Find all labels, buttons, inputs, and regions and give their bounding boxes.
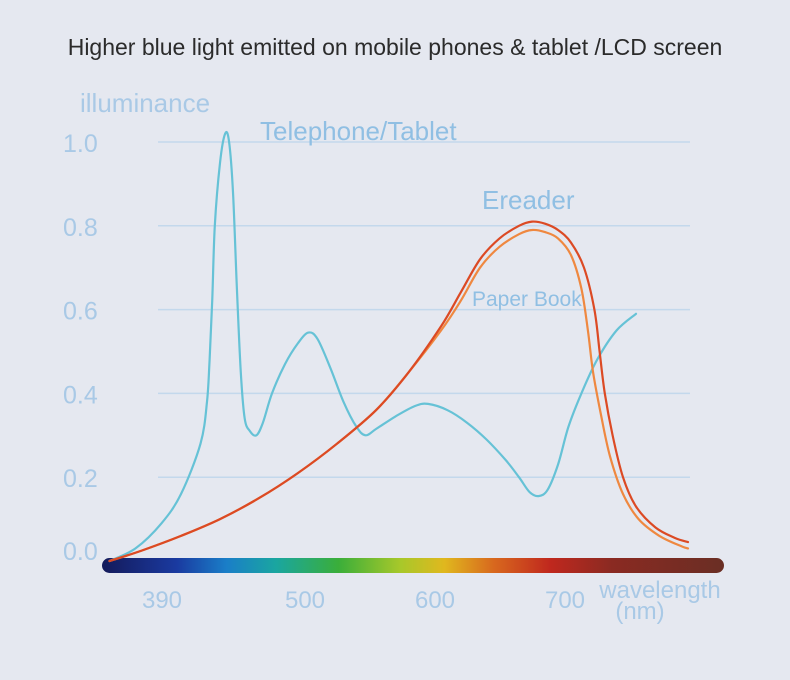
series-line-ereader xyxy=(108,220,690,563)
series-labels: Telephone/Tablet Ereader Paper Book xyxy=(260,116,582,311)
chart-title: Higher blue light emitted on mobile phon… xyxy=(68,34,723,60)
y-ticks: 1.0 0.8 0.6 0.4 0.2 0.0 xyxy=(63,130,98,566)
x-axis-label-line2: (nm) xyxy=(615,598,664,625)
x-tick-label: 700 xyxy=(545,587,585,614)
series-line-paper-book xyxy=(108,228,690,563)
y-tick-label: 0.6 xyxy=(63,298,98,326)
series-label-ereader: Ereader xyxy=(482,185,575,215)
y-axis-label: illuminance xyxy=(80,88,210,118)
series-line-telephone-tablet xyxy=(108,130,638,563)
y-tick-label: 0.8 xyxy=(63,214,98,242)
x-axis-label-line1: wavelength xyxy=(598,577,720,604)
grid xyxy=(158,141,690,478)
x-tick-label: 600 xyxy=(415,587,455,614)
series-lines xyxy=(108,130,690,563)
y-tick-label: 0.2 xyxy=(63,465,98,493)
series-label-telephone-tablet: Telephone/Tablet xyxy=(260,116,457,146)
y-tick-label: 0.4 xyxy=(63,381,98,409)
series-label-paper-book: Paper Book xyxy=(472,288,582,311)
x-tick-label: 500 xyxy=(285,587,325,614)
x-ticks: 390 500 600 700 xyxy=(142,587,585,614)
x-tick-label: 390 xyxy=(142,587,182,614)
y-tick-label: 0.0 xyxy=(63,538,98,566)
y-tick-label: 1.0 xyxy=(63,130,98,158)
spectrum-bar xyxy=(102,558,724,573)
